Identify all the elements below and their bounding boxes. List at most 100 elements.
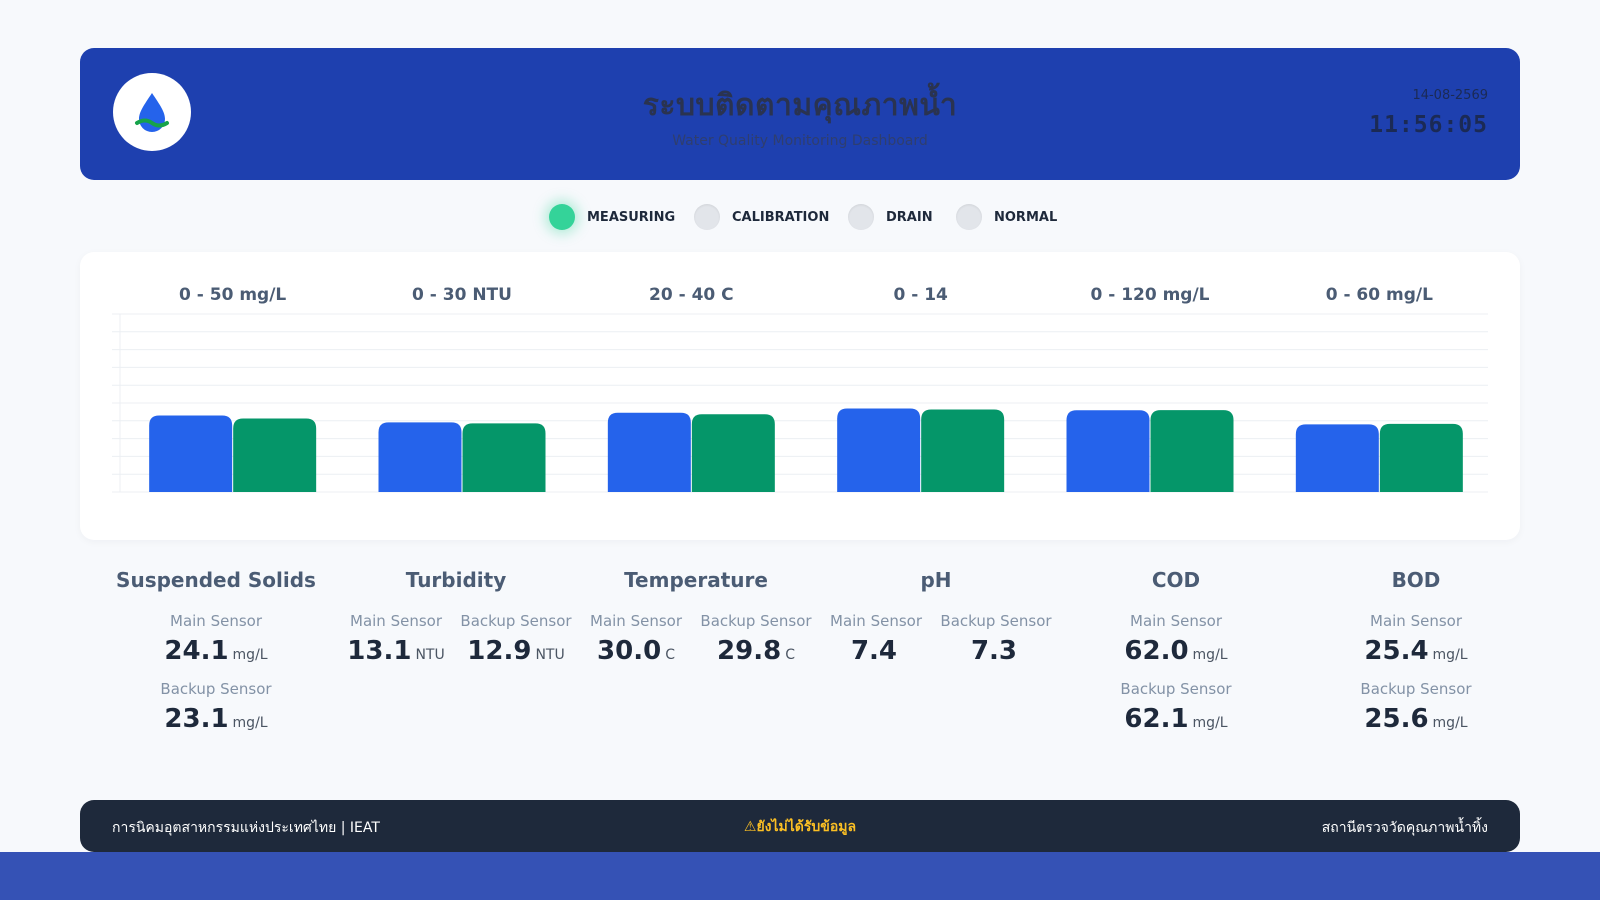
sensor-reading: Backup Sensor 7.3	[936, 612, 1056, 666]
status-calibration: CALIBRATION	[694, 202, 829, 232]
backup-sensor-bar-ph	[921, 409, 1005, 492]
sensor-label: Backup Sensor	[460, 612, 572, 630]
main-sensor-bar-suspended-solids	[149, 415, 233, 492]
status-label: CALIBRATION	[732, 209, 830, 225]
sensor-value: 7.3	[970, 636, 1018, 666]
sensor-label: Backup Sensor	[160, 680, 272, 698]
sensor-value: 12.9	[467, 636, 532, 666]
sensor-unit: mg/L	[1432, 715, 1468, 731]
sensor-value: 30.0	[597, 636, 662, 666]
metric-name: Temperature	[624, 568, 768, 592]
page-subtitle: Water Quality Monitoring Dashboard	[672, 133, 928, 149]
metric-ph: pH Main Sensor 7.4 Backup Sensor 7.3	[816, 568, 1056, 666]
sensor-reading: Backup Sensor 62.1 mg/L	[1116, 680, 1236, 734]
sensor-reading: Main Sensor 25.4 mg/L	[1356, 612, 1476, 666]
range-label: 0 - 14	[893, 285, 948, 305]
status-label: DRAIN	[886, 209, 933, 225]
sensor-reading: Main Sensor 24.1 mg/L	[156, 612, 276, 666]
metric-sensors: Main Sensor 30.0 C Backup Sensor 29.8 C	[576, 598, 816, 666]
backup-sensor-bar-suspended-solids	[233, 418, 317, 492]
sensor-unit: mg/L	[1192, 647, 1228, 663]
metric-turbidity: Turbidity Main Sensor 13.1 NTU Backup Sensor…	[336, 568, 576, 666]
sensor-unit: mg/L	[1192, 715, 1228, 731]
metric-cod: COD Main Sensor 62.0 mg/L Backup Sensor 62.1 m…	[1056, 568, 1296, 734]
footer-organization: การนิคมอุตสาหกรรมแห่งประเทศไทย | IEAT	[112, 820, 380, 836]
water-drop-icon	[135, 93, 169, 132]
status-dot	[956, 204, 982, 230]
backup-sensor-bar-cod	[1150, 410, 1234, 492]
date-display: 14-08-2569	[1412, 88, 1488, 103]
backup-sensor-bar-bod	[1379, 423, 1463, 492]
range-label: 0 - 50 mg/L	[179, 285, 286, 305]
sensor-label: Backup Sensor	[1360, 680, 1472, 698]
metric-name: Turbidity	[405, 568, 507, 592]
metric-suspended-solids: Suspended Solids Main Sensor 24.1 mg/L Backu…	[96, 568, 336, 734]
sensor-unit: C	[785, 647, 795, 663]
footer-station: สถานีตรวจวัดคุณภาพน้ำทิ้ง	[1321, 820, 1488, 836]
sensor-value: 62.0	[1124, 636, 1189, 666]
sensor-reading: Backup Sensor 23.1 mg/L	[156, 680, 276, 734]
logo	[113, 73, 191, 151]
status-label: NORMAL	[994, 209, 1058, 225]
sensor-reading: Main Sensor 13.1 NTU	[336, 612, 456, 666]
sensor-unit: C	[665, 647, 675, 663]
sensor-value: 23.1	[164, 704, 229, 734]
sensor-value: 25.4	[1364, 636, 1429, 666]
range-label: 0 - 120 mg/L	[1090, 285, 1209, 305]
metric-name: COD	[1151, 568, 1201, 592]
metric-sensors: Main Sensor 24.1 mg/L Backup Sensor 23.1 mg/L	[96, 598, 336, 734]
sensor-label: Main Sensor	[1370, 612, 1462, 630]
status-drain: DRAIN	[848, 202, 933, 232]
status-dot	[549, 204, 575, 230]
sensor-label: Main Sensor	[170, 612, 262, 630]
sensor-unit: mg/L	[1432, 647, 1468, 663]
range-label: 0 - 60 mg/L	[1326, 285, 1433, 305]
sensor-label: Main Sensor	[590, 612, 682, 630]
metric-name: Suspended Solids	[116, 568, 316, 592]
page-title: ระบบติดตามคุณภาพน้ำ	[642, 88, 958, 123]
sensor-label: Main Sensor	[830, 612, 922, 630]
backup-sensor-bar-temperature	[691, 414, 775, 492]
status-measuring: MEASURING	[549, 202, 675, 232]
metric-sensors: Main Sensor 13.1 NTU Backup Sensor 12.9 NTU	[336, 598, 576, 666]
status-normal: NORMAL	[956, 202, 1057, 232]
status-dot	[848, 204, 874, 230]
metrics-panel: Suspended Solids Main Sensor 24.1 mg/L Backu…	[96, 568, 1536, 768]
main-sensor-bar-ph	[837, 408, 921, 492]
metric-name: pH	[920, 568, 952, 592]
sensor-label: Backup Sensor	[940, 612, 1052, 630]
status-dot	[694, 204, 720, 230]
sensor-label: Main Sensor	[350, 612, 442, 630]
footer: การนิคมอุตสาหกรรมแห่งประเทศไทย | IEAT ⚠ย…	[80, 800, 1520, 852]
range-label: 20 - 40 C	[649, 285, 734, 305]
footer-warning: ⚠ยังไม่ได้รับข้อมูล	[743, 819, 857, 835]
metric-sensors: Main Sensor 25.4 mg/L Backup Sensor 25.6 mg/L	[1296, 598, 1536, 734]
sensor-label: Main Sensor	[1130, 612, 1222, 630]
main-sensor-bar-temperature	[607, 412, 691, 492]
metric-sensors: Main Sensor 7.4 Backup Sensor 7.3	[816, 598, 1056, 666]
sensor-value: 29.8	[717, 636, 782, 666]
sensor-value: 13.1	[347, 636, 412, 666]
chart-card: 0 - 50 mg/L 0 - 30 NTU 20 - 40 C 0 - 14 0 - …	[80, 252, 1520, 540]
sensor-value: 7.4	[850, 636, 898, 666]
sensor-unit: NTU	[535, 647, 565, 663]
status-indicators: MEASURING CALIBRATION DRAIN NORMAL	[0, 202, 1600, 232]
sensor-unit: mg/L	[232, 647, 268, 663]
status-label: MEASURING	[587, 209, 676, 225]
range-label: 0 - 30 NTU	[412, 285, 512, 305]
sensor-reading: Backup Sensor 25.6 mg/L	[1356, 680, 1476, 734]
sensor-unit: NTU	[415, 647, 445, 663]
metric-bod: BOD Main Sensor 25.4 mg/L Backup Sensor 25.6 m…	[1296, 568, 1536, 734]
sensor-value: 25.6	[1364, 704, 1429, 734]
bottom-bar	[0, 852, 1600, 900]
clock-display: 11:56:05	[1369, 112, 1488, 138]
sensor-reading: Main Sensor 62.0 mg/L	[1116, 612, 1236, 666]
sensor-bar-chart: 0 - 50 mg/L 0 - 30 NTU 20 - 40 C 0 - 14 0 - …	[112, 285, 1488, 493]
main-sensor-bar-cod	[1066, 410, 1150, 492]
main-sensor-bar-bod	[1295, 424, 1379, 492]
header: ระบบติดตามคุณภาพน้ำ Water Quality Monito…	[80, 48, 1520, 180]
backup-sensor-bar-turbidity	[462, 423, 546, 492]
metric-temperature: Temperature Main Sensor 30.0 C Backup Sensor…	[576, 568, 816, 666]
sensor-reading: Main Sensor 7.4	[816, 612, 936, 666]
main-sensor-bar-turbidity	[378, 422, 462, 492]
